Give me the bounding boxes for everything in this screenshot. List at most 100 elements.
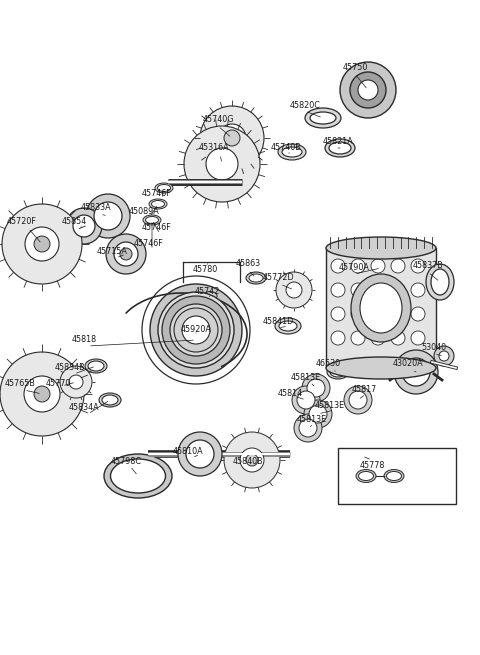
Circle shape: [186, 440, 214, 468]
Ellipse shape: [356, 470, 376, 483]
Ellipse shape: [431, 269, 449, 295]
Ellipse shape: [386, 472, 401, 481]
Ellipse shape: [325, 139, 355, 157]
Circle shape: [371, 331, 385, 345]
Text: 45089A: 45089A: [129, 206, 159, 215]
Text: 45820C: 45820C: [289, 100, 321, 109]
Text: 45316A: 45316A: [199, 143, 229, 153]
Circle shape: [34, 236, 50, 252]
Ellipse shape: [143, 215, 161, 225]
Ellipse shape: [278, 144, 306, 160]
Bar: [338, 448, 456, 504]
Circle shape: [350, 72, 386, 108]
Ellipse shape: [326, 237, 436, 259]
Text: 45750: 45750: [342, 64, 368, 73]
Circle shape: [86, 194, 130, 238]
Text: 45863: 45863: [235, 259, 261, 269]
Circle shape: [391, 259, 405, 273]
Circle shape: [150, 284, 242, 376]
Circle shape: [299, 419, 317, 437]
Ellipse shape: [104, 454, 172, 498]
Ellipse shape: [99, 393, 121, 407]
Text: 43020A: 43020A: [393, 360, 423, 369]
Circle shape: [184, 126, 260, 202]
Text: 45818: 45818: [72, 335, 96, 345]
Circle shape: [351, 283, 365, 297]
Circle shape: [331, 307, 345, 321]
Ellipse shape: [351, 274, 411, 342]
Circle shape: [25, 227, 59, 261]
Text: 45715A: 45715A: [96, 248, 127, 257]
Circle shape: [224, 432, 280, 488]
Text: 45746F: 45746F: [141, 223, 171, 233]
Ellipse shape: [426, 264, 454, 300]
Circle shape: [391, 307, 405, 321]
Circle shape: [331, 283, 345, 297]
Circle shape: [351, 259, 365, 273]
Circle shape: [411, 259, 425, 273]
Ellipse shape: [88, 361, 104, 371]
Circle shape: [240, 448, 264, 472]
Circle shape: [69, 375, 83, 389]
Ellipse shape: [282, 147, 302, 157]
Circle shape: [66, 208, 102, 244]
Circle shape: [162, 296, 230, 364]
Text: 45720F: 45720F: [7, 217, 37, 227]
Circle shape: [434, 346, 454, 366]
Ellipse shape: [102, 395, 118, 405]
Text: 45742: 45742: [194, 288, 220, 297]
Circle shape: [34, 386, 50, 402]
Text: 45841D: 45841D: [263, 318, 294, 326]
Circle shape: [411, 331, 425, 345]
Ellipse shape: [249, 274, 263, 282]
Circle shape: [391, 331, 405, 345]
Text: 45854: 45854: [61, 217, 86, 227]
Circle shape: [246, 454, 258, 466]
Ellipse shape: [275, 318, 301, 334]
Text: 45810A: 45810A: [173, 447, 204, 457]
Text: 45833A: 45833A: [81, 204, 111, 212]
Text: 45798C: 45798C: [110, 457, 142, 466]
Circle shape: [0, 352, 84, 436]
Circle shape: [292, 386, 320, 414]
Ellipse shape: [327, 365, 349, 379]
Ellipse shape: [152, 200, 165, 208]
Ellipse shape: [360, 283, 402, 333]
Text: 45817: 45817: [351, 386, 377, 394]
Text: 45821A: 45821A: [323, 138, 353, 147]
Circle shape: [349, 391, 367, 409]
Ellipse shape: [203, 291, 217, 301]
Circle shape: [178, 432, 222, 476]
Text: 45834B: 45834B: [55, 364, 85, 373]
Circle shape: [170, 304, 222, 356]
Text: 45813E: 45813E: [315, 402, 345, 411]
Circle shape: [60, 366, 92, 398]
Ellipse shape: [329, 142, 351, 154]
Text: 45840B: 45840B: [233, 457, 264, 466]
Circle shape: [351, 307, 365, 321]
Ellipse shape: [326, 357, 436, 379]
Circle shape: [331, 259, 345, 273]
Circle shape: [286, 282, 302, 298]
Text: 45837B: 45837B: [413, 261, 444, 271]
Ellipse shape: [359, 472, 373, 481]
Circle shape: [120, 248, 132, 260]
Text: 45772D: 45772D: [262, 274, 294, 282]
Circle shape: [307, 379, 325, 397]
Circle shape: [174, 308, 218, 352]
Circle shape: [158, 292, 234, 368]
Text: 45813E: 45813E: [291, 373, 321, 383]
Ellipse shape: [330, 367, 346, 377]
Ellipse shape: [246, 272, 266, 284]
Ellipse shape: [85, 359, 107, 373]
Text: 45920A: 45920A: [180, 326, 211, 335]
Circle shape: [439, 351, 449, 361]
Circle shape: [294, 414, 322, 442]
Ellipse shape: [157, 185, 170, 191]
Circle shape: [391, 283, 405, 297]
Ellipse shape: [310, 112, 336, 124]
Circle shape: [411, 283, 425, 297]
Ellipse shape: [145, 217, 158, 223]
Text: 45746F: 45746F: [133, 240, 163, 248]
Circle shape: [218, 124, 246, 152]
